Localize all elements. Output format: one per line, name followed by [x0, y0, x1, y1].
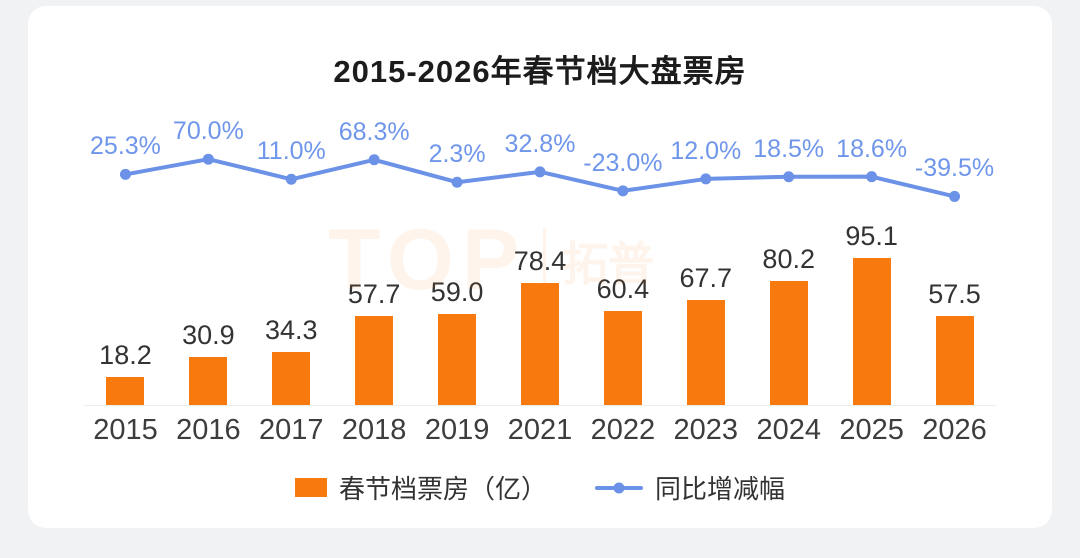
chart-card: 2015-2026年春节档大盘票房 25.3% 70.0% 11.0% 68.3% 2.… [28, 6, 1052, 528]
legend: 春节档票房（亿） 同比增减幅 [28, 469, 1052, 506]
legend-line-swatch-icon [595, 485, 643, 490]
bar [769, 280, 808, 405]
x-axis: 2015 2016 2017 2018 2019 2021 2022 2023 2024 2025… [84, 414, 996, 447]
pct-change-label: 12.0% [670, 136, 742, 165]
line-point-marker-icon [700, 173, 712, 185]
bar-column: 95.1 [830, 221, 913, 405]
bar [438, 313, 477, 405]
x-axis-label: 2023 [673, 414, 739, 446]
line-point-marker-icon [119, 168, 131, 180]
line-point-marker-icon [451, 176, 463, 188]
legend-bar-swatch-icon [294, 478, 327, 497]
x-axis-label: 2022 [590, 414, 656, 446]
line-area: 25.3% 70.0% 11.0% 68.3% 2.3% 32.8% -23.0% 12.0%… [84, 95, 996, 215]
pct-change-label: 11.0% [256, 137, 326, 166]
x-axis-label: 2015 [93, 414, 158, 446]
line-point-marker-icon [866, 171, 878, 183]
bar-value-label: 95.1 [845, 220, 898, 251]
pct-change-label: 2.3% [428, 140, 486, 169]
bar-value-label: 18.2 [99, 339, 152, 370]
bar-value-label: 57.5 [928, 278, 981, 309]
line-point-marker-icon [783, 171, 795, 183]
x-axis-label: 2017 [259, 414, 324, 446]
bar-column: 18.2 [84, 340, 167, 405]
bar [355, 315, 394, 405]
bars-area: 18.2 30.9 34.3 57.7 59.0 78.4 60.4 67.7 80.2 95.1… [84, 215, 996, 406]
pct-change-label: -39.5% [914, 154, 995, 183]
bar-value-label: 30.9 [182, 320, 235, 351]
bar [520, 283, 559, 405]
pct-change-label: 18.6% [836, 134, 908, 163]
line-point-marker-icon [534, 166, 546, 178]
bar-column: 57.7 [333, 279, 416, 405]
pct-change-label: 18.5% [753, 134, 825, 163]
x-axis-label: 2021 [507, 414, 573, 446]
x-axis-label: 2026 [922, 414, 987, 446]
bar-column: 80.2 [747, 244, 830, 405]
bar-column: 60.4 [581, 274, 664, 405]
bar-column: 57.5 [913, 279, 996, 405]
chart-title: 2015-2026年春节档大盘票房 [333, 54, 747, 89]
pct-change-label: 68.3% [338, 117, 410, 146]
bar-value-label: 60.4 [596, 274, 650, 305]
bar-column: 78.4 [499, 246, 582, 405]
bar [935, 315, 974, 405]
bar [686, 300, 725, 405]
bar-value-label: 59.0 [430, 276, 484, 307]
line-point-marker-icon [285, 173, 297, 185]
bar [852, 257, 891, 405]
bar [189, 357, 228, 405]
pct-change-label: 70.0% [172, 117, 244, 146]
line-point-marker-icon [368, 154, 380, 166]
legend-item-bar: 春节档票房（亿） [294, 469, 547, 506]
pct-change-label: 25.3% [90, 132, 161, 161]
legend-line-label: 同比增减幅 [655, 474, 786, 504]
legend-item-line: 同比增减幅 [595, 469, 785, 506]
x-axis-label: 2019 [424, 414, 490, 446]
bar-column: 34.3 [250, 315, 333, 405]
legend-bar-label: 春节档票房（亿） [338, 474, 547, 504]
bar [272, 351, 311, 405]
bar [106, 376, 145, 405]
pct-change-label: -23.0% [583, 148, 663, 177]
bar-column: 67.7 [664, 263, 747, 405]
line-point-marker-icon [949, 190, 961, 202]
bar-value-label: 80.2 [762, 243, 815, 274]
x-axis-label: 2016 [176, 414, 241, 446]
x-axis-label: 2024 [756, 414, 821, 446]
x-axis-label: 2025 [839, 414, 904, 446]
bar-value-label: 78.4 [513, 246, 567, 277]
bar-value-label: 67.7 [679, 263, 733, 294]
bar [603, 311, 642, 405]
pct-change-label: 32.8% [504, 129, 576, 158]
trend-line [119, 153, 961, 202]
x-axis-label: 2018 [341, 414, 407, 446]
bar-column: 59.0 [416, 277, 499, 405]
bar-value-label: 57.7 [347, 278, 401, 309]
bar-column: 30.9 [167, 320, 250, 405]
line-point-marker-icon [617, 185, 629, 197]
bar-value-label: 34.3 [264, 314, 318, 345]
line-point-marker-icon [202, 153, 214, 165]
